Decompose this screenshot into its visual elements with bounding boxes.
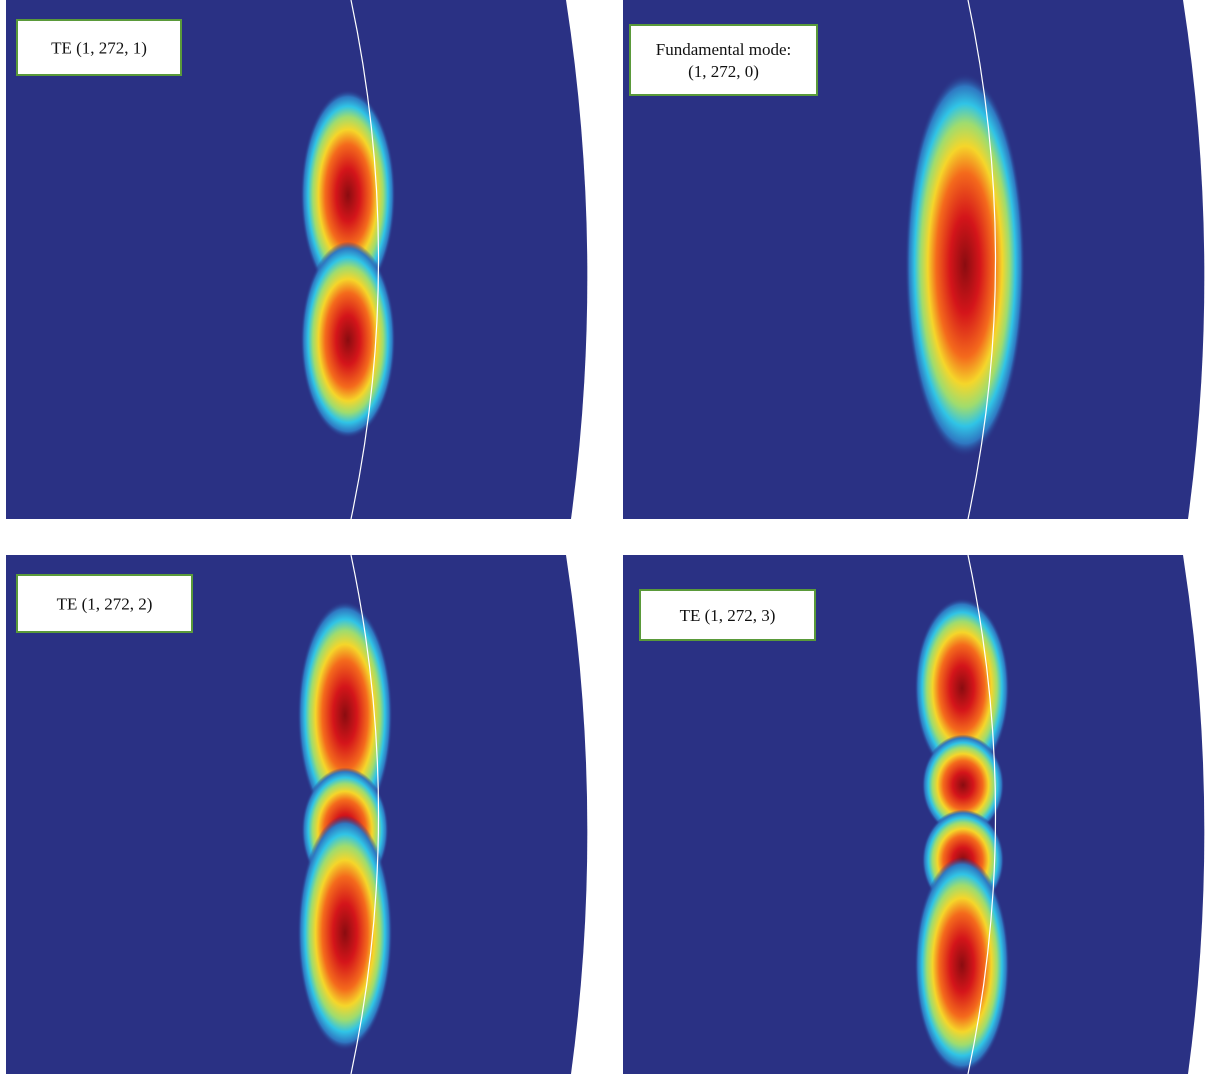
mode-label: TE (1, 272, 2) [57,595,153,614]
figure: TE (1, 272, 1) Fundamental mode: (1, 272, … [0,0,1209,1074]
mode-label: (1, 272, 0) [688,62,759,81]
mode-panel: TE (1, 272, 2) [6,555,587,1074]
label-box [630,25,817,95]
mode-label: Fundamental mode: [656,40,792,59]
mode-label: TE (1, 272, 3) [680,606,776,625]
field-lobe [905,73,1025,457]
resonator-field [6,0,587,519]
panels: TE (1, 272, 1) Fundamental mode: (1, 272, … [6,0,1204,1074]
mode-label: TE (1, 272, 1) [51,39,147,58]
field-lobe [301,242,396,439]
mode-panel: Fundamental mode: (1, 272, 0) [623,0,1204,519]
mode-panel: TE (1, 272, 1) [6,0,587,519]
field-lobe [915,857,1010,1073]
page: TE (1, 272, 1) Fundamental mode: (1, 272, … [0,0,1209,1074]
mode-panel: TE (1, 272, 3) [623,555,1204,1074]
